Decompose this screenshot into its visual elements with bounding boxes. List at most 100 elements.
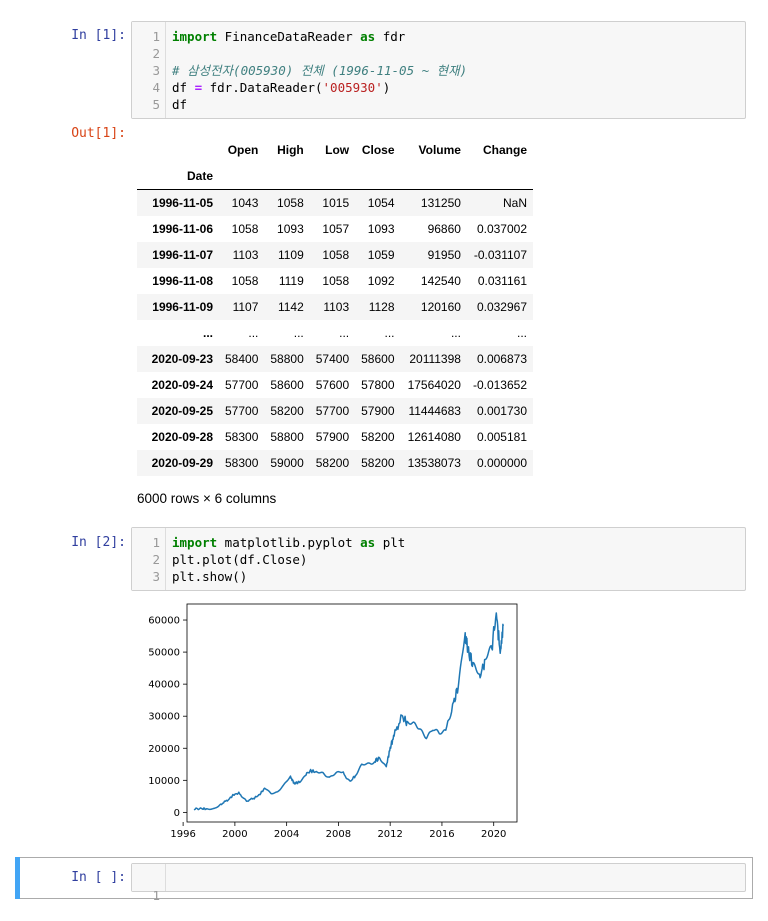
table-cell: 0.031161 — [477, 274, 527, 288]
table-cell: 58400 — [225, 352, 259, 366]
line-number: 1 — [152, 29, 160, 44]
close-price-line — [193, 612, 505, 811]
table-cell: 96860 — [427, 222, 461, 236]
row-index-date: 2020-09-29 — [151, 456, 213, 470]
table-row: 2020-09-23 58400 58800 57400 58600 20111398 0.… — [137, 346, 533, 372]
column-header-open: Open — [227, 143, 259, 157]
code-token: import — [172, 535, 218, 550]
code-token: import — [172, 29, 218, 44]
line-number-gutter — [132, 22, 166, 118]
table-row: 1996-11-09 1107 1142 1103 1128 120160 0.032967 — [137, 294, 533, 320]
row-index-date: 1996-11-05 — [152, 196, 213, 210]
table-cell: 1054 — [367, 196, 395, 210]
table-cell: 1093 — [277, 222, 304, 236]
column-header-high: High — [277, 143, 304, 157]
table-cell: 58300 — [225, 430, 259, 444]
code-line: 1 import matplotlib.pyplot as plt — [132, 534, 745, 551]
table-cell: 0.000000 — [476, 456, 527, 470]
column-header-low: Low — [325, 143, 350, 157]
table-row: 1996-11-06 1058 1093 1057 1093 96860 0.037002 — [137, 216, 533, 242]
table-cell: NaN — [502, 196, 527, 210]
table-cell: -0.031107 — [473, 248, 527, 262]
table-row: 1996-11-07 1103 1109 1058 1059 91950 -0.031107 — [137, 242, 533, 268]
line-chart: 1996 2000 2004 2008 2012 2016 2020 0 10000 20000 3… — [148, 603, 518, 840]
line-number: 5 — [152, 97, 160, 112]
code-token: '005930' — [322, 80, 383, 95]
table-row: 2020-09-29 58300 59000 58200 58200 13538073 0.… — [137, 450, 533, 476]
code-text: import matplotlib.pyplot as plt — [172, 534, 405, 551]
line-number: 3 — [152, 569, 160, 584]
row-index-date: 1996-11-06 — [152, 222, 213, 236]
table-cell: 58600 — [361, 352, 395, 366]
row-index-date: ... — [202, 326, 213, 340]
table-row: 2020-09-28 58300 58800 57900 58200 12614080 0.… — [137, 424, 533, 450]
cell-3-code-editor[interactable]: 1 — [131, 863, 746, 903]
table-cell: 59000 — [270, 456, 304, 470]
table-cell: 57600 — [315, 378, 350, 392]
cell-2-code-editor[interactable]: 1 import matplotlib.pyplot as plt 2 plt.plo… — [131, 527, 746, 591]
table-cell: 1119 — [278, 274, 304, 288]
selection-indicator — [15, 857, 20, 899]
line-number: 1 — [152, 535, 160, 550]
index-name: Date — [137, 163, 219, 190]
code-line: 2 — [132, 45, 745, 62]
table-cell: 1128 — [368, 300, 395, 314]
table-cell: 1058 — [277, 196, 304, 210]
y-tick-label: 50000 — [148, 648, 180, 659]
table-cell: 1058 — [322, 274, 350, 288]
code-token: df — [172, 97, 188, 112]
dataframe-shape-text: 6000 rows × 6 columns — [137, 491, 277, 506]
y-tick-label: 30000 — [148, 712, 180, 723]
table-cell: 0.006873 — [476, 352, 527, 366]
cell-1-code-editor[interactable]: 1 import FinanceDataReader as fdr 2 3 # 삼성전자… — [131, 21, 746, 119]
table-row: ..................... — [137, 320, 533, 346]
table-cell: 0.032967 — [476, 300, 527, 314]
code-text: plt.plot(df.Close) — [172, 551, 307, 568]
row-index-date: 1996-11-08 — [152, 274, 213, 288]
code-token: matplotlib.pyplot — [217, 535, 361, 550]
row-index-date: 1996-11-09 — [152, 300, 213, 314]
table-row: 2020-09-25 57700 58200 57700 57900 11444683 0.… — [137, 398, 533, 424]
table-cell: 1059 — [367, 248, 395, 262]
table-cell: 57900 — [361, 404, 395, 418]
y-tick-label: 40000 — [148, 680, 180, 691]
line-number: 2 — [152, 46, 160, 61]
table-cell: 58800 — [270, 352, 304, 366]
code-text: # 삼성전자(005930) 전체 (1996-11-05 ~ 현재) — [172, 62, 467, 79]
table-cell: 142540 — [420, 274, 461, 288]
y-tick-label: 0 — [174, 808, 180, 819]
code-text: df = fdr.DataReader('005930') — [172, 79, 390, 96]
table-cell: 20111398 — [409, 352, 461, 366]
code-text: plt.show() — [172, 568, 247, 585]
column-header-volume: Volume — [418, 143, 461, 157]
table-cell: 17564020 — [407, 378, 461, 392]
code-line: 1 — [132, 870, 745, 903]
code-line: 2 plt.plot(df.Close) — [132, 551, 745, 568]
table-cell: 1058 — [322, 248, 350, 262]
table-cell: 1109 — [277, 248, 304, 262]
x-tick-label: 1996 — [170, 829, 195, 840]
x-tick-label: 2016 — [429, 829, 454, 840]
code-token: plt.plot(df.Close) — [172, 552, 308, 567]
x-tick-label: 2020 — [481, 829, 506, 840]
code-text: import FinanceDataReader as fdr — [172, 28, 405, 45]
table-cell: 0.001730 — [476, 404, 527, 418]
table-cell: 57400 — [315, 352, 350, 366]
row-index-date: 1996-11-07 — [152, 248, 213, 262]
table-cell: 0.005181 — [476, 430, 527, 444]
code-token: = — [194, 80, 203, 95]
code-token: fdr — [375, 29, 406, 44]
table-cell: 11444683 — [408, 404, 461, 418]
table-cell: 58800 — [270, 430, 304, 444]
code-line: 3 # 삼성전자(005930) 전체 (1996-11-05 ~ 현재) — [132, 62, 745, 79]
y-tick-label: 10000 — [148, 776, 180, 787]
table-cell: 1058 — [231, 274, 259, 288]
table-cell: 0.037002 — [476, 222, 527, 236]
cell-1-prompt: In [1]: — [71, 28, 126, 43]
table-cell: 12614080 — [407, 430, 461, 444]
table-cell: 58600 — [270, 378, 304, 392]
table-cell: ... — [516, 326, 527, 340]
table-cell: 1103 — [232, 248, 259, 262]
line-number: 4 — [152, 80, 160, 95]
code-line: 5 df — [132, 96, 745, 113]
